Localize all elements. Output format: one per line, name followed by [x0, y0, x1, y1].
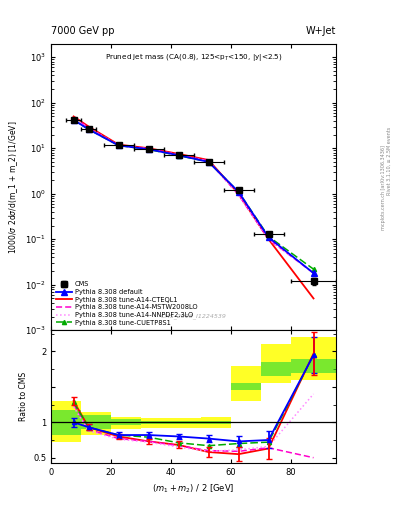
- Pythia 8.308 default: [236, 189, 241, 195]
- Bar: [171, 421, 201, 424]
- Pythia 8.308 tune-A14-MSTW2008LO: [266, 236, 271, 242]
- Pythia 8.308 default: [266, 234, 271, 241]
- Pythia 8.308 tune-A14-MSTW2008LO: [236, 191, 241, 198]
- Text: 7000 GeV pp: 7000 GeV pp: [51, 26, 115, 36]
- Pythia 8.308 tune-A14-NNPDF2.3LO: [71, 115, 76, 121]
- Bar: [201, 421, 231, 424]
- Pythia 8.308 tune-A14-CTEQL1: [206, 157, 211, 163]
- Pythia 8.308 tune-A14-CTEQL1: [146, 145, 151, 152]
- Bar: [111, 419, 141, 425]
- Pythia 8.308 tune-CUETP8S1: [146, 146, 151, 153]
- Pythia 8.308 tune-A14-NNPDF2.3LO: [146, 146, 151, 152]
- Pythia 8.308 tune-A14-MSTW2008LO: [86, 125, 91, 131]
- Pythia 8.308 tune-CUETP8S1: [266, 233, 271, 240]
- Pythia 8.308 default: [116, 142, 121, 148]
- Bar: [141, 418, 171, 428]
- Bar: [261, 345, 291, 383]
- Bar: [171, 418, 201, 428]
- Bar: [231, 366, 261, 401]
- Pythia 8.308 tune-CUETP8S1: [206, 159, 211, 165]
- Line: Pythia 8.308 tune-A14-NNPDF2.3LO: Pythia 8.308 tune-A14-NNPDF2.3LO: [73, 118, 314, 273]
- Pythia 8.308 tune-A14-NNPDF2.3LO: [176, 152, 181, 158]
- Pythia 8.308 tune-A14-NNPDF2.3LO: [206, 158, 211, 164]
- Text: Pruned jet mass (CA(0.8), 125<p$_T$<150, |y|<2.5): Pruned jet mass (CA(0.8), 125<p$_T$<150,…: [105, 52, 283, 63]
- Legend: CMS, Pythia 8.308 default, Pythia 8.308 tune-A14-CTEQL1, Pythia 8.308 tune-A14-M: CMS, Pythia 8.308 default, Pythia 8.308 …: [54, 280, 199, 327]
- Bar: [51, 401, 81, 442]
- Pythia 8.308 tune-CUETP8S1: [311, 266, 316, 272]
- Bar: [291, 337, 336, 380]
- Pythia 8.308 default: [206, 159, 211, 165]
- Pythia 8.308 default: [71, 117, 76, 123]
- Pythia 8.308 default: [146, 146, 151, 152]
- Pythia 8.308 tune-A14-NNPDF2.3LO: [311, 270, 316, 276]
- Bar: [201, 417, 231, 428]
- Bar: [231, 383, 261, 391]
- Pythia 8.308 tune-CUETP8S1: [71, 117, 76, 123]
- Bar: [261, 362, 291, 376]
- Bar: [81, 415, 111, 430]
- Pythia 8.308 default: [176, 152, 181, 158]
- Pythia 8.308 tune-A14-MSTW2008LO: [116, 142, 121, 148]
- Pythia 8.308 tune-A14-MSTW2008LO: [206, 158, 211, 164]
- Bar: [51, 410, 81, 435]
- Pythia 8.308 tune-A14-MSTW2008LO: [146, 145, 151, 152]
- Line: Pythia 8.308 tune-A14-MSTW2008LO: Pythia 8.308 tune-A14-MSTW2008LO: [73, 117, 314, 273]
- Pythia 8.308 tune-A14-MSTW2008LO: [71, 114, 76, 120]
- Text: CMS_2013_I1224539: CMS_2013_I1224539: [161, 313, 226, 319]
- Pythia 8.308 tune-A14-MSTW2008LO: [176, 152, 181, 158]
- Pythia 8.308 tune-A14-NNPDF2.3LO: [266, 236, 271, 242]
- Pythia 8.308 tune-A14-CTEQL1: [266, 236, 271, 242]
- Pythia 8.308 tune-A14-NNPDF2.3LO: [236, 192, 241, 198]
- Pythia 8.308 tune-A14-CTEQL1: [311, 295, 316, 302]
- Bar: [81, 412, 111, 435]
- Bar: [141, 421, 171, 424]
- Pythia 8.308 tune-A14-CTEQL1: [116, 141, 121, 147]
- Pythia 8.308 default: [86, 126, 91, 133]
- Text: mcplots.cern.ch [arXiv:1306.3436]: mcplots.cern.ch [arXiv:1306.3436]: [381, 145, 386, 230]
- Text: Rivet 3.1.10, ≥ 2.5M events: Rivet 3.1.10, ≥ 2.5M events: [387, 126, 391, 195]
- Pythia 8.308 tune-A14-CTEQL1: [71, 113, 76, 119]
- Line: Pythia 8.308 default: Pythia 8.308 default: [71, 117, 316, 276]
- Y-axis label: 1000/$\sigma$ 2d$\sigma$/d(m_1 + m_2) [1/GeV]: 1000/$\sigma$ 2d$\sigma$/d(m_1 + m_2) [1…: [7, 120, 20, 253]
- Pythia 8.308 tune-A14-CTEQL1: [236, 190, 241, 197]
- Pythia 8.308 tune-A14-NNPDF2.3LO: [116, 142, 121, 148]
- Line: Pythia 8.308 tune-CUETP8S1: Pythia 8.308 tune-CUETP8S1: [72, 118, 316, 271]
- X-axis label: $(m_1 + m_2)$ / 2 [GeV]: $(m_1 + m_2)$ / 2 [GeV]: [152, 483, 235, 495]
- Pythia 8.308 tune-CUETP8S1: [86, 126, 91, 133]
- Text: W+Jet: W+Jet: [306, 26, 336, 36]
- Pythia 8.308 tune-A14-CTEQL1: [86, 123, 91, 130]
- Bar: [291, 358, 336, 373]
- Y-axis label: Ratio to CMS: Ratio to CMS: [18, 372, 28, 421]
- Pythia 8.308 tune-A14-NNPDF2.3LO: [86, 125, 91, 131]
- Bar: [111, 417, 141, 430]
- Line: Pythia 8.308 tune-A14-CTEQL1: Pythia 8.308 tune-A14-CTEQL1: [73, 116, 314, 298]
- Pythia 8.308 default: [311, 270, 316, 276]
- Pythia 8.308 tune-CUETP8S1: [116, 142, 121, 148]
- Pythia 8.308 tune-CUETP8S1: [176, 153, 181, 159]
- Pythia 8.308 tune-A14-MSTW2008LO: [311, 270, 316, 276]
- Pythia 8.308 tune-CUETP8S1: [236, 189, 241, 195]
- Pythia 8.308 tune-A14-CTEQL1: [176, 151, 181, 157]
